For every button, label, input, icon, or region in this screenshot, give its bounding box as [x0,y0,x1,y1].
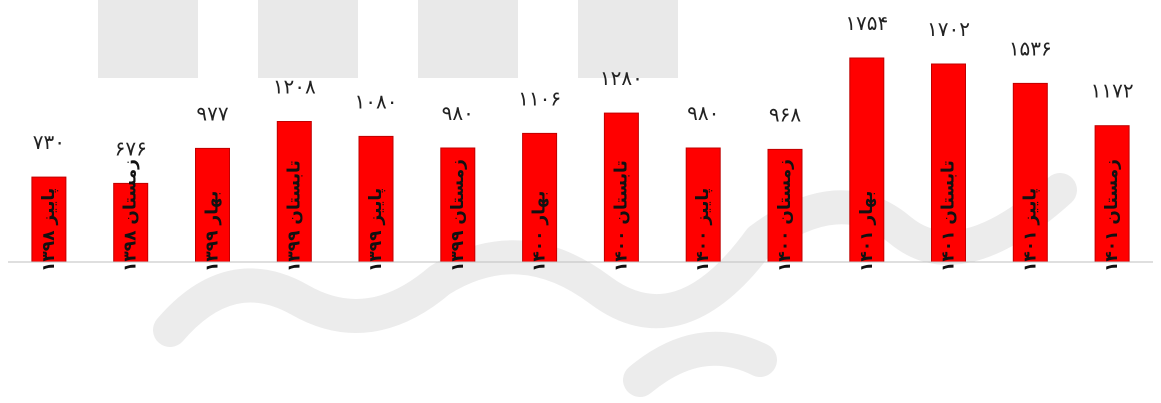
value-label-3: ۹۷۷ [196,101,228,125]
value-label-9: ۹۸۰ [687,101,719,125]
bar-1 [31,176,67,263]
category-label-12: تابستان ۱۴۰۱ [939,160,959,272]
bar-7 [522,132,558,263]
value-label-11: ۱۷۵۴ [845,11,888,35]
bar-14 [1094,125,1130,263]
category-labels: پاییز ۱۳۹۸ زمستان ۱۳۹۸ بهار ۱۳۹۹ تابستان ۱۳… [39,159,1122,272]
bar-13 [1012,82,1048,263]
value-label-12: ۱۷۰۲ [927,17,970,41]
bar-3 [195,147,230,263]
value-label-2: ۶۷۶ [115,136,147,160]
value-labels: ۷۳۰ ۶۷۶ ۹۷۷ ۱۲۰۸ ۱۰۸۰ ۹۸۰ ۱۱۰۶ ۱۲۸۰ ۹۸۰ ۹۶۸ ۱۷۵۴ ۱۷… [33,11,1134,160]
category-label-13: پاییز ۱۴۰۱ [1020,188,1040,272]
value-label-4: ۱۲۰۸ [273,75,316,99]
bar-2 [113,182,149,263]
value-label-10: ۹۶۸ [769,102,801,126]
bars [31,57,1130,263]
bar-8 [603,112,639,263]
category-label-1: پاییز ۱۳۹۸ [39,188,59,272]
value-label-14: ۱۱۷۲ [1091,79,1134,103]
category-label-3: بهار ۱۳۹۹ [203,191,223,272]
value-label-7: ۱۱۰۶ [518,86,561,110]
watermark [98,0,1077,397]
category-label-5: پاییز ۱۳۹۹ [366,188,386,272]
category-label-8: تابستان ۱۴۰۰ [611,160,631,272]
category-label-2: زمستان ۱۳۹۸ [121,159,141,272]
category-label-10: زمستان ۱۴۰۰ [775,159,795,272]
bar-9 [685,147,721,263]
bar-12 [931,63,966,263]
category-label-9: پاییز ۱۴۰۰ [693,188,713,272]
category-label-14: زمستان ۱۴۰۱ [1102,159,1122,272]
value-label-5: ۱۰۸۰ [355,89,398,113]
bar-10 [767,148,803,263]
value-label-1: ۷۳۰ [33,130,65,154]
value-label-8: ۱۲۸۰ [600,66,643,90]
category-label-4: تابستان ۱۳۹۹ [284,160,304,272]
category-label-6: زمستان ۱۳۹۹ [448,159,468,272]
value-label-13: ۱۵۳۶ [1009,36,1052,60]
value-label-6: ۹۸۰ [442,101,474,125]
category-label-7: بهار ۱۴۰۰ [530,191,550,272]
category-label-11: بهار ۱۴۰۱ [857,191,877,272]
